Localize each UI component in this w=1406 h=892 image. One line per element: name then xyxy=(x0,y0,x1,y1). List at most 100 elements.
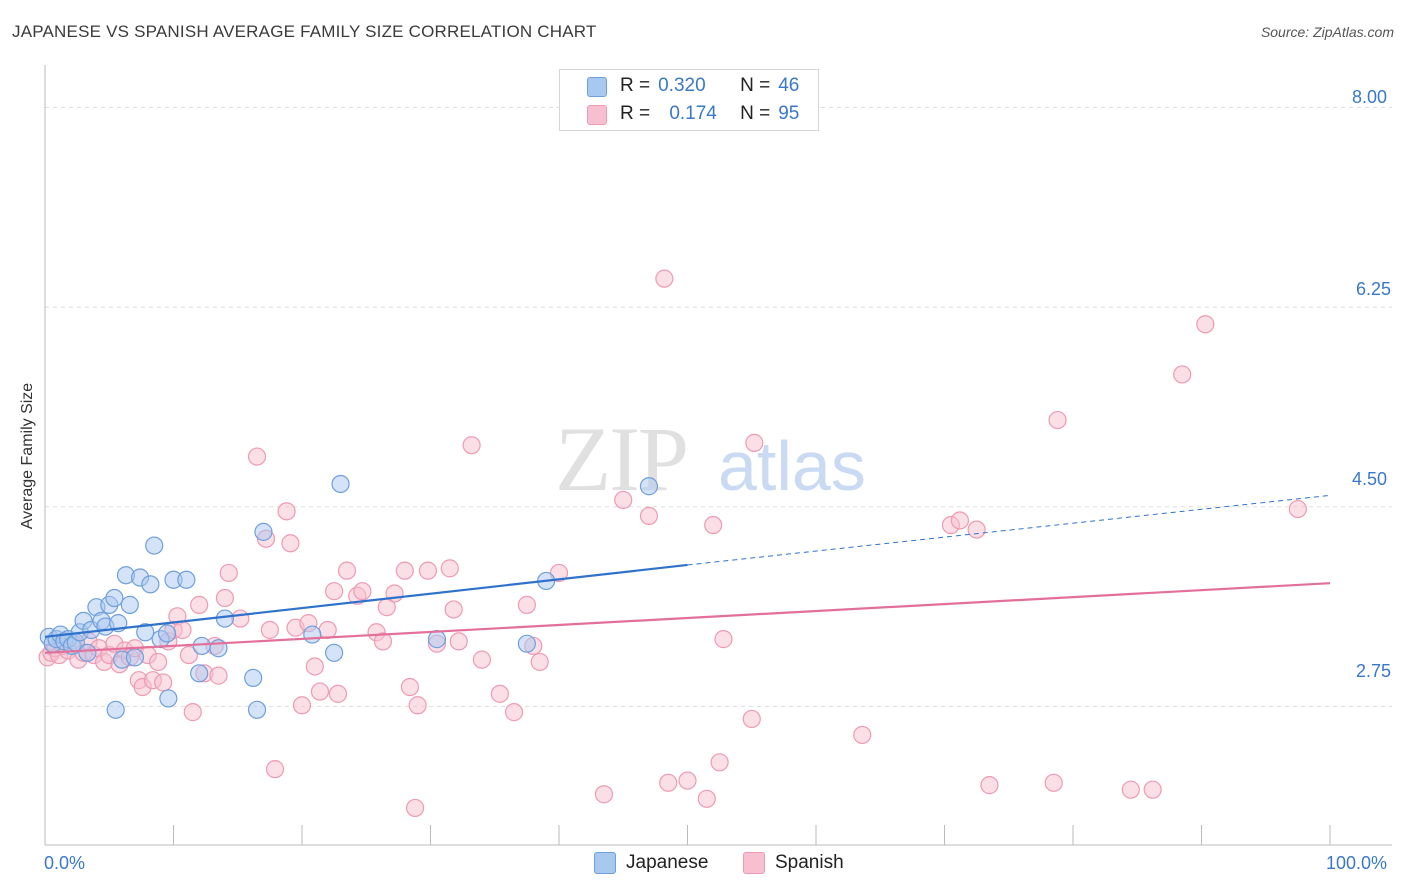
japanese-point-37 xyxy=(254,522,273,541)
legend-japanese-swatch xyxy=(594,852,616,874)
spanish-point-66 xyxy=(444,600,463,619)
spanish-point-77 xyxy=(614,490,633,510)
spanish-point-65 xyxy=(440,559,459,578)
correlation-legend: R = 0.320 N = 46 R = 0.174 N = 95 xyxy=(559,69,819,131)
y-tick-label-6.25: 6.25 xyxy=(1356,279,1392,299)
spanish-point-71 xyxy=(504,703,524,722)
spanish-point-63 xyxy=(418,561,438,580)
legend-spanish-swatch xyxy=(743,852,765,874)
spanish-point-92 xyxy=(980,776,999,795)
spanish-point-48 xyxy=(310,682,330,701)
spanish-point-31 xyxy=(190,595,209,614)
watermark-atlas: atlas xyxy=(718,427,866,505)
japanese-stats-row: R = 0.320 N = 46 xyxy=(620,73,799,99)
spanish-r-label: R = xyxy=(620,103,651,124)
spanish-stats-row: R = 0.174 N = 95 xyxy=(620,101,799,127)
spanish-point-68 xyxy=(462,436,481,455)
spanish-point-47 xyxy=(305,657,324,676)
japanese-r-value: 0.320 xyxy=(658,75,706,96)
spanish-point-70 xyxy=(490,684,509,703)
spanish-point-73 xyxy=(530,652,549,672)
spanish-point-34 xyxy=(209,666,228,685)
japanese-point-23 xyxy=(136,623,155,642)
spanish-point-90 xyxy=(950,511,970,530)
spanish-trendline xyxy=(44,582,1331,654)
spanish-point-99 xyxy=(1288,499,1307,519)
spanish-point-30 xyxy=(183,703,202,722)
spanish-point-54 xyxy=(353,582,372,601)
spanish-point-56 xyxy=(373,632,393,651)
chart-title: JAPANESE VS SPANISH AVERAGE FAMILY SIZE … xyxy=(12,22,597,41)
watermark: ZIP atlas xyxy=(555,408,866,510)
japanese-point-42 xyxy=(517,634,536,653)
japanese-point-36 xyxy=(247,700,267,719)
japanese-point-44 xyxy=(106,700,125,719)
spanish-point-86 xyxy=(742,709,761,729)
japanese-point-24 xyxy=(141,575,160,594)
spanish-point-98 xyxy=(1196,315,1215,334)
japanese-point-20 xyxy=(120,595,139,614)
japanese-point-34 xyxy=(215,609,234,628)
spanish-point-61 xyxy=(408,696,427,715)
spanish-point-80 xyxy=(659,773,678,792)
spanish-point-85 xyxy=(714,630,733,649)
spanish-point-36 xyxy=(219,563,238,583)
japanese-point-16 xyxy=(105,588,124,608)
spanish-point-83 xyxy=(704,515,723,535)
spanish-point-87 xyxy=(745,433,764,452)
japanese-point-40 xyxy=(331,474,350,494)
japanese-point-31 xyxy=(190,664,209,683)
axes xyxy=(44,65,1392,846)
spanish-point-40 xyxy=(260,620,279,640)
spanish-point-82 xyxy=(697,789,716,808)
spanish-point-43 xyxy=(281,534,300,553)
spanish-point-69 xyxy=(472,650,491,669)
grid-lines xyxy=(45,107,1392,707)
japanese-point-27 xyxy=(157,624,177,643)
japanese-point-45 xyxy=(639,477,659,496)
legend-japanese-label: Japanese xyxy=(626,852,709,873)
spanish-point-45 xyxy=(292,696,312,715)
spanish-point-84 xyxy=(710,753,729,772)
spanish-point-88 xyxy=(853,725,872,745)
legend-spanish-label: Spanish xyxy=(775,852,844,873)
spanish-point-81 xyxy=(678,771,697,790)
japanese-swatch xyxy=(587,77,607,97)
series-spanish-points xyxy=(38,269,1307,818)
japanese-point-38 xyxy=(303,625,322,644)
japanese-point-32 xyxy=(192,636,211,656)
y-tick-label-2.75: 2.75 xyxy=(1356,661,1392,681)
spanish-point-76 xyxy=(594,785,614,804)
japanese-point-39 xyxy=(325,643,344,662)
japanese-point-41 xyxy=(427,630,447,649)
legend-item-japanese[interactable]: Japanese xyxy=(594,852,708,874)
x-tick-label-min: 0.0% xyxy=(44,853,86,873)
japanese-n-value: 46 xyxy=(778,75,800,96)
spanish-point-28 xyxy=(173,620,192,640)
trend-lines xyxy=(44,494,1331,654)
japanese-trendline-solid xyxy=(44,563,688,638)
spanish-n-label: N = xyxy=(740,103,771,124)
spanish-point-62 xyxy=(405,798,425,818)
spanish-r-value: 0.174 xyxy=(669,103,717,124)
spanish-point-51 xyxy=(328,684,348,703)
japanese-n-label: N = xyxy=(740,75,771,96)
spanish-point-91 xyxy=(967,520,986,539)
spanish-n-value: 95 xyxy=(778,103,800,124)
spanish-point-79 xyxy=(655,269,674,288)
japanese-point-30 xyxy=(177,570,196,589)
spanish-point-42 xyxy=(277,502,296,521)
spanish-point-67 xyxy=(449,632,468,651)
y-tick-label-8.00: 8.00 xyxy=(1352,87,1388,107)
spanish-point-93 xyxy=(1048,410,1067,430)
japanese-point-21 xyxy=(125,648,145,667)
spanish-point-95 xyxy=(1121,780,1140,799)
legend-item-spanish[interactable]: Spanish xyxy=(743,852,844,874)
source-label: Source: ZipAtlas.com xyxy=(1260,24,1394,40)
spanish-point-23 xyxy=(148,652,168,672)
spanish-point-60 xyxy=(400,677,420,697)
spanish-point-37 xyxy=(231,609,250,628)
spanish-point-24 xyxy=(154,673,173,692)
spanish-point-35 xyxy=(215,588,234,608)
